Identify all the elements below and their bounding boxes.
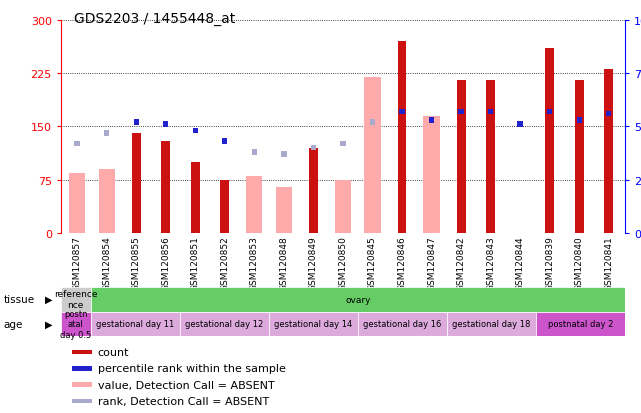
Text: GSM120853: GSM120853 (250, 236, 259, 291)
Text: GSM120840: GSM120840 (575, 236, 584, 291)
Text: GSM120857: GSM120857 (72, 236, 81, 291)
Text: count: count (97, 347, 129, 357)
Bar (221, 180, 229, 233)
Text: ▶: ▶ (45, 319, 53, 329)
Text: gestational day 11: gestational day 11 (96, 320, 174, 329)
Bar (72, 382, 92, 387)
Bar (517, 122, 523, 128)
Bar (269, 312, 358, 337)
Bar (456, 81, 465, 233)
Text: GSM120854: GSM120854 (102, 236, 111, 291)
Text: postn
atal
day 0.5: postn atal day 0.5 (60, 309, 92, 339)
Bar (458, 109, 463, 115)
Bar (397, 42, 406, 233)
Bar (335, 180, 351, 233)
Text: gestational day 16: gestational day 16 (363, 320, 442, 329)
Bar (370, 120, 375, 126)
Text: rank, Detection Call = ABSENT: rank, Detection Call = ABSENT (97, 396, 269, 406)
Bar (575, 81, 584, 233)
Bar (133, 120, 139, 126)
Bar (399, 109, 404, 115)
Text: percentile rank within the sample: percentile rank within the sample (97, 363, 285, 373)
Text: tissue: tissue (3, 294, 35, 304)
Bar (358, 312, 447, 337)
Bar (536, 312, 625, 337)
Bar (486, 81, 495, 233)
Text: GDS2203 / 1455448_at: GDS2203 / 1455448_at (74, 12, 235, 26)
Text: value, Detection Call = ABSENT: value, Detection Call = ABSENT (97, 380, 274, 390)
Bar (364, 77, 381, 233)
Bar (547, 109, 553, 115)
Text: GSM120847: GSM120847 (427, 236, 436, 291)
Text: gestational day 14: gestational day 14 (274, 320, 353, 329)
Bar (61, 312, 90, 337)
Bar (74, 141, 79, 147)
Text: GSM120843: GSM120843 (486, 236, 495, 291)
Bar (61, 287, 90, 312)
Text: GSM120855: GSM120855 (131, 236, 141, 291)
Bar (72, 350, 92, 354)
Bar (604, 70, 613, 233)
Bar (90, 312, 179, 337)
Text: GSM120849: GSM120849 (309, 236, 318, 291)
Bar (311, 145, 316, 151)
Text: GSM120841: GSM120841 (604, 236, 613, 291)
Bar (222, 139, 228, 145)
Bar (104, 131, 110, 136)
Bar (429, 118, 434, 123)
Text: GSM120846: GSM120846 (397, 236, 406, 291)
Bar (132, 134, 140, 233)
Bar (424, 116, 440, 233)
Bar (99, 169, 115, 233)
Bar (163, 122, 169, 128)
Text: ovary: ovary (345, 295, 370, 304)
Bar (545, 49, 554, 233)
Bar (72, 399, 92, 404)
Text: postnatal day 2: postnatal day 2 (548, 320, 613, 329)
Bar (281, 152, 287, 157)
Bar (191, 162, 200, 233)
Bar (309, 148, 318, 233)
Bar (162, 141, 171, 233)
Text: GSM120852: GSM120852 (221, 236, 229, 291)
Text: gestational day 18: gestational day 18 (452, 320, 531, 329)
Bar (252, 150, 257, 155)
Bar (576, 118, 582, 123)
Text: GSM120845: GSM120845 (368, 236, 377, 291)
Bar (192, 128, 198, 134)
Text: reference
nce: reference nce (54, 290, 97, 309)
Bar (179, 312, 269, 337)
Bar (246, 177, 262, 233)
Bar (606, 112, 612, 117)
Text: gestational day 12: gestational day 12 (185, 320, 263, 329)
Bar (447, 312, 536, 337)
Text: GSM120844: GSM120844 (515, 236, 524, 290)
Text: GSM120839: GSM120839 (545, 236, 554, 291)
Text: ▶: ▶ (45, 294, 53, 304)
Bar (69, 173, 85, 233)
Bar (340, 141, 345, 147)
Text: GSM120850: GSM120850 (338, 236, 347, 291)
Bar (72, 366, 92, 370)
Text: GSM120851: GSM120851 (191, 236, 200, 291)
Text: GSM120842: GSM120842 (456, 236, 465, 290)
Text: GSM120848: GSM120848 (279, 236, 288, 291)
Bar (276, 187, 292, 233)
Text: GSM120856: GSM120856 (162, 236, 171, 291)
Bar (488, 109, 494, 115)
Text: age: age (3, 319, 22, 329)
